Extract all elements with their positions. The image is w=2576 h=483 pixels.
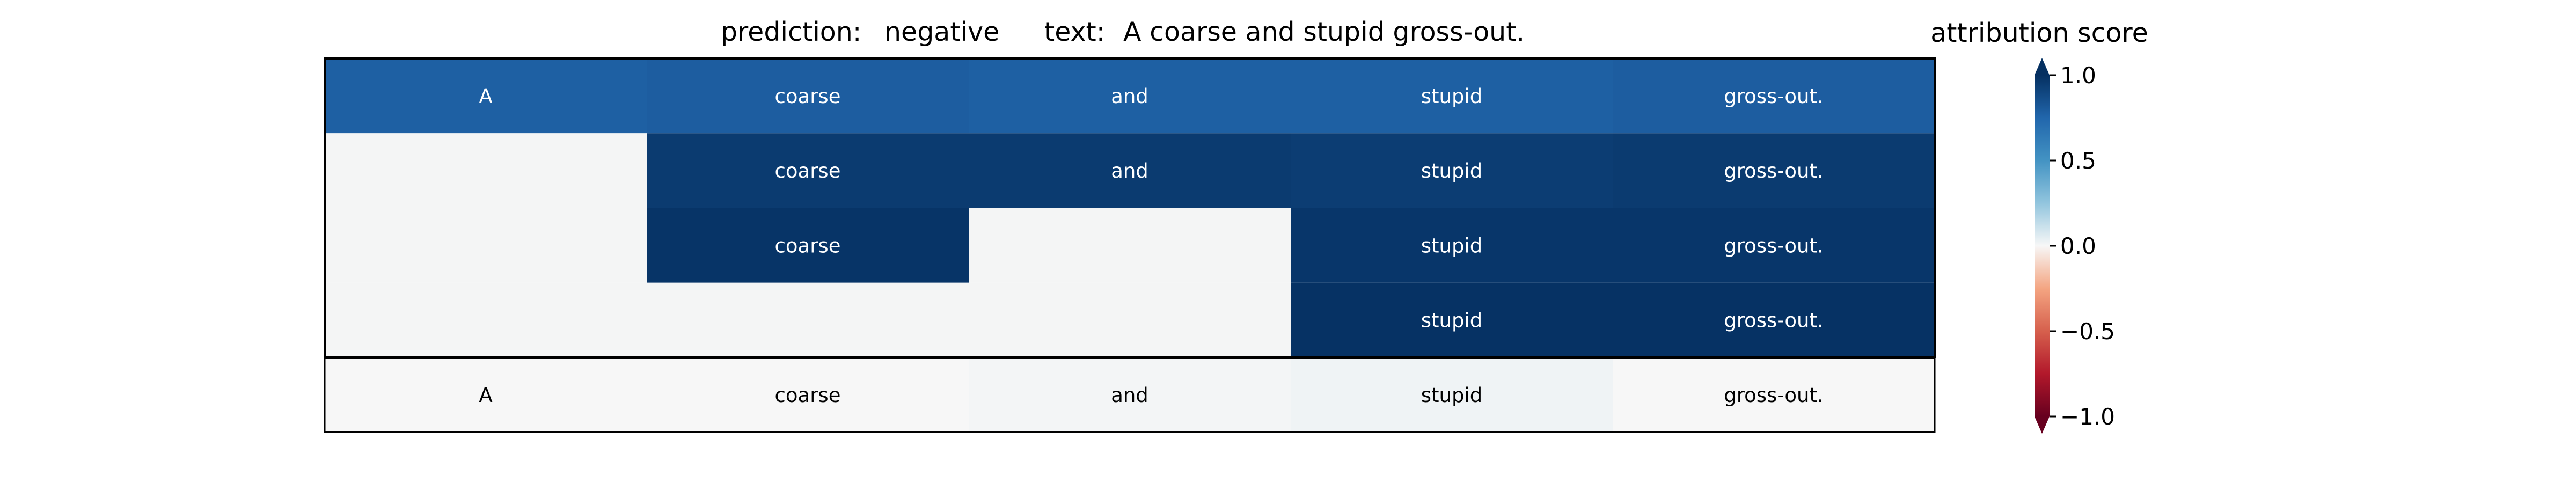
prediction-label: prediction:	[721, 17, 861, 47]
cell-token-label: stupid	[1421, 159, 1483, 182]
heatmap-cell	[1291, 133, 1613, 208]
cell-token-label: and	[1111, 159, 1148, 182]
heatmap-cell	[1613, 58, 1935, 134]
heatmap-cell	[647, 58, 969, 134]
cell-token-label: gross-out.	[1724, 384, 1823, 407]
colorbar-ticks: 1.0 0.5 0.0 −0.5 −1.0	[2050, 62, 2115, 430]
colorbar-tick-label: −1.0	[2060, 404, 2115, 430]
colorbar-tick-label: 0.0	[2060, 233, 2096, 259]
heatmap-empty-cell	[969, 208, 1291, 283]
cell-token-label: A	[479, 384, 492, 407]
colorbar-tick-label: 1.0	[2060, 62, 2096, 89]
colorbar-top-extend	[2035, 58, 2050, 75]
heatmap-empty-cell	[969, 282, 1291, 357]
cell-token-label: stupid	[1421, 384, 1483, 407]
input-token-cell	[1613, 357, 1935, 432]
heatmap-cell	[1291, 58, 1613, 134]
heatmap-cell	[1291, 282, 1613, 357]
heatmap-cell	[647, 133, 969, 208]
cell-token-label: gross-out.	[1724, 234, 1823, 257]
cell-token-label: stupid	[1421, 234, 1483, 257]
cell-token-label: A	[479, 85, 492, 108]
cell-token-label: gross-out.	[1724, 85, 1823, 108]
colorbar-bottom-extend	[2035, 416, 2050, 434]
heatmap-cell	[1613, 133, 1935, 208]
input-token-cell	[969, 357, 1291, 432]
colorbar-tick-label: 0.5	[2060, 148, 2096, 174]
heatmap-empty-cell	[325, 282, 647, 357]
cell-token-label: gross-out.	[1724, 159, 1823, 182]
cell-token-label: stupid	[1421, 309, 1483, 332]
colorbar-gradient	[2035, 75, 2050, 416]
cell-token-label: coarse	[775, 85, 841, 108]
cell-token-label: and	[1111, 384, 1148, 407]
chart-title: prediction: negative text: A coarse and …	[721, 17, 1525, 47]
input-token-cell	[647, 357, 969, 432]
heatmap-cell	[1613, 282, 1935, 357]
text-value: A coarse and stupid gross-out.	[1123, 17, 1525, 47]
heatmap-empty-cell	[325, 133, 647, 208]
heatmap-cell	[969, 133, 1291, 208]
cell-token-label: stupid	[1421, 85, 1483, 108]
heatmap-cell	[325, 58, 647, 134]
colorbar-tick-label: −0.5	[2060, 318, 2115, 345]
cell-token-label: coarse	[775, 384, 841, 407]
cell-token-label: coarse	[775, 159, 841, 182]
prediction-value: negative	[884, 17, 999, 47]
input-token-cell	[1291, 357, 1613, 432]
heatmap-empty-cell	[647, 282, 969, 357]
heatmap-cell	[647, 208, 969, 283]
cell-token-label: and	[1111, 85, 1148, 108]
text-label: text:	[1044, 17, 1105, 47]
cell-token-label: gross-out.	[1724, 309, 1823, 332]
heatmap-cell	[1291, 208, 1613, 283]
input-token-cell	[325, 357, 647, 432]
cell-token-label: coarse	[775, 234, 841, 257]
heatmap-empty-cell	[325, 208, 647, 283]
heatmap-cell	[1613, 208, 1935, 283]
heatmap-cell	[969, 58, 1291, 134]
colorbar: attribution score 1.0 0.5 0.0 −0.5 −1.0	[1930, 18, 2148, 434]
colorbar-title: attribution score	[1930, 18, 2148, 48]
